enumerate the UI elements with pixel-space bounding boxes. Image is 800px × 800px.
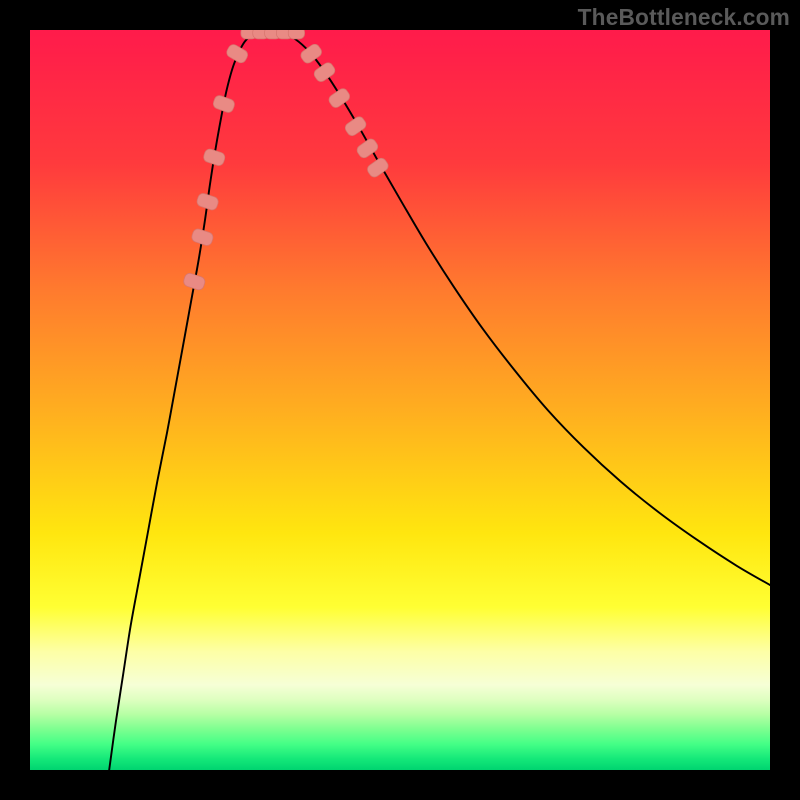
marker — [312, 61, 337, 84]
marker — [202, 148, 226, 167]
scatter-markers — [182, 30, 390, 291]
marker — [327, 87, 352, 110]
marker — [182, 272, 206, 291]
marker — [191, 228, 215, 247]
outer-frame: TheBottleneck.com — [0, 0, 800, 800]
curve-left — [109, 30, 267, 770]
marker — [343, 115, 368, 138]
curve-right — [267, 30, 770, 585]
marker — [225, 43, 250, 65]
curve-layer — [30, 30, 770, 770]
watermark-text: TheBottleneck.com — [578, 4, 790, 31]
plot-area — [30, 30, 770, 770]
marker — [212, 94, 236, 114]
marker — [196, 192, 220, 211]
marker — [288, 30, 304, 39]
